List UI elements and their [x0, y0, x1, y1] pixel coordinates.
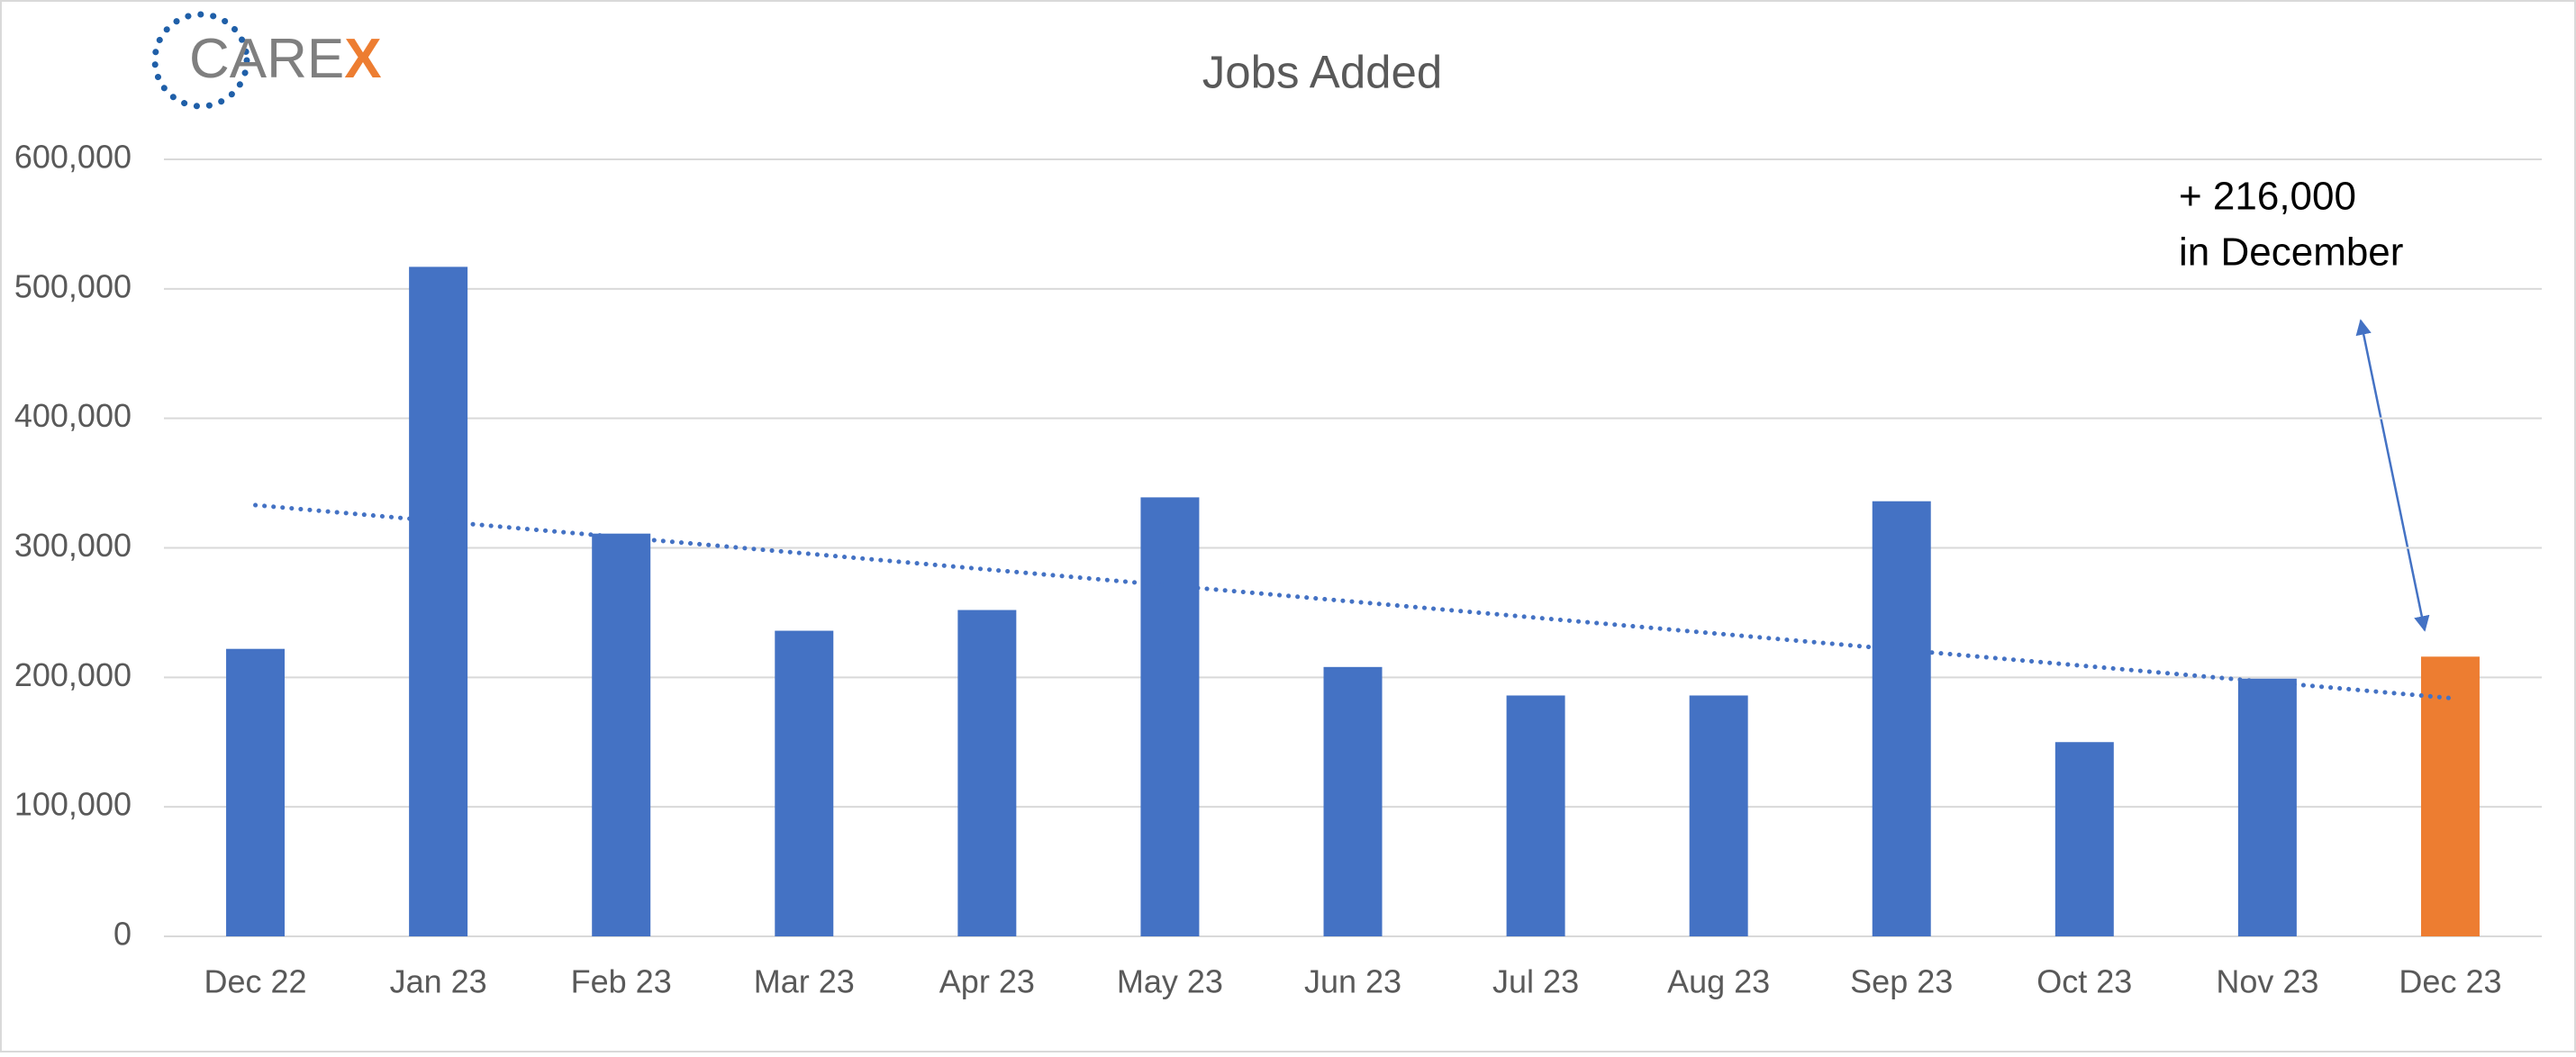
bar: [409, 267, 468, 936]
x-tick-label: Mar 23: [754, 963, 855, 1000]
bar: [1872, 501, 1931, 936]
x-tick-label: Feb 23: [571, 963, 672, 1000]
y-tick-label: 400,000: [14, 397, 132, 434]
annotation-arrow: [2355, 319, 2430, 632]
x-tick-label: Oct 23: [2036, 963, 2132, 1000]
bar: [592, 533, 651, 936]
bar: [1506, 695, 1565, 936]
trend-line: [253, 502, 2453, 700]
x-tick-label: Aug 23: [1667, 963, 1770, 1000]
logo-text: CAREX: [189, 28, 382, 90]
bar: [226, 648, 286, 936]
bar: [1689, 695, 1748, 936]
x-tick-label: Nov 23: [2216, 963, 2318, 1000]
logo-text-accent: X: [344, 28, 381, 90]
bar: [1140, 497, 1200, 936]
y-tick-label: 600,000: [14, 139, 132, 176]
bar: [2054, 742, 2114, 936]
x-tick-label: Jan 23: [390, 963, 487, 1000]
x-tick-label: Jun 23: [1304, 963, 1401, 1000]
x-tick-label: Dec 22: [204, 963, 306, 1000]
x-tick-label: May 23: [1117, 963, 1223, 1000]
x-tick-label: Apr 23: [939, 963, 1035, 1000]
x-tick-label: Dec 23: [2399, 963, 2501, 1000]
logo-text-main: CARE: [189, 28, 344, 90]
logo-ring: [151, 11, 250, 110]
y-tick-label: 0: [113, 916, 132, 953]
x-tick-label: Sep 23: [1850, 963, 1953, 1000]
bar: [775, 630, 834, 936]
chart-title: Jobs Added: [1202, 46, 1443, 97]
bar: [1323, 666, 1383, 936]
x-tick-label: Jul 23: [1492, 963, 1579, 1000]
bar: [2420, 656, 2480, 936]
y-tick-label: 500,000: [14, 267, 132, 304]
annotation-line: + 216,000: [2179, 175, 2356, 219]
annotation-line: in December: [2179, 230, 2403, 275]
y-tick-label: 300,000: [14, 527, 132, 564]
bar: [2237, 678, 2297, 936]
bar: [957, 610, 1017, 936]
y-tick-label: 100,000: [14, 786, 132, 823]
y-tick-label: 200,000: [14, 656, 132, 693]
